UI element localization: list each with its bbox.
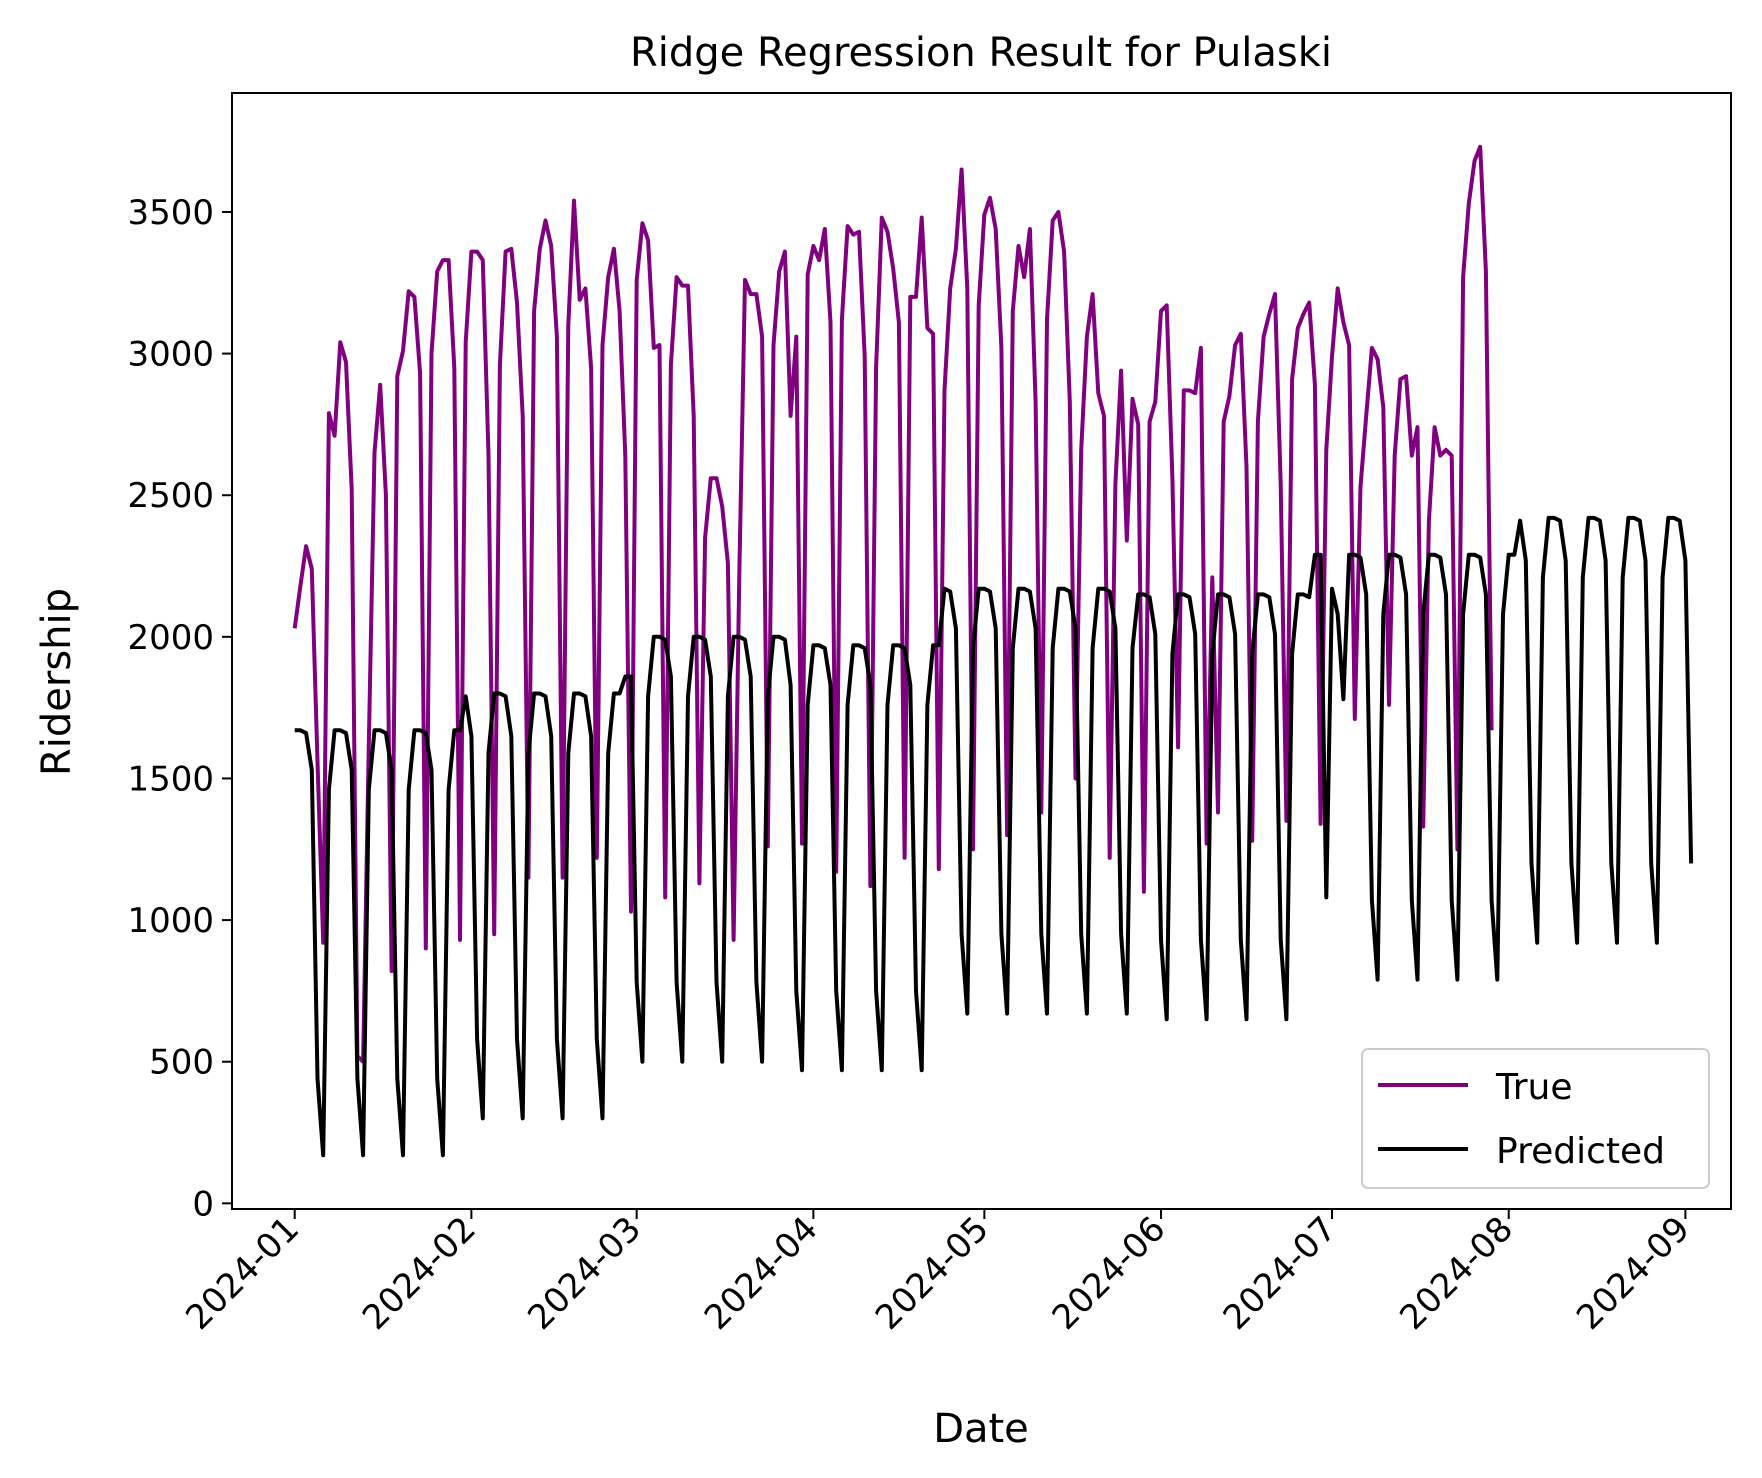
plot-area (292, 144, 1694, 1158)
series-line-predicted (294, 515, 1694, 1158)
plot-frame (231, 92, 1732, 1210)
legend-label-predicted: Predicted (1496, 1131, 1665, 1172)
legend: True Predicted (1361, 1048, 1710, 1189)
x-axis-label: Date (933, 1406, 1029, 1452)
series-line-true (292, 144, 1494, 1064)
legend-label-true: True (1495, 1067, 1572, 1108)
y-tick-label: 3000 (127, 335, 214, 375)
y-axis-label: Ridership (34, 588, 80, 776)
y-tick-label: 2000 (127, 618, 214, 658)
y-tick-label: 2500 (127, 476, 214, 516)
y-tick-label: 500 (149, 1043, 214, 1083)
chart-title: Ridge Regression Result for Pulaski (630, 30, 1332, 76)
y-axis-ticks: 0 500 1000 1500 2000 2500 3000 3500 (127, 193, 232, 1224)
y-tick-label: 1500 (127, 759, 214, 799)
y-tick-label: 3500 (127, 193, 214, 233)
y-tick-label: 1000 (127, 901, 214, 941)
y-tick-label: 0 (192, 1184, 214, 1224)
